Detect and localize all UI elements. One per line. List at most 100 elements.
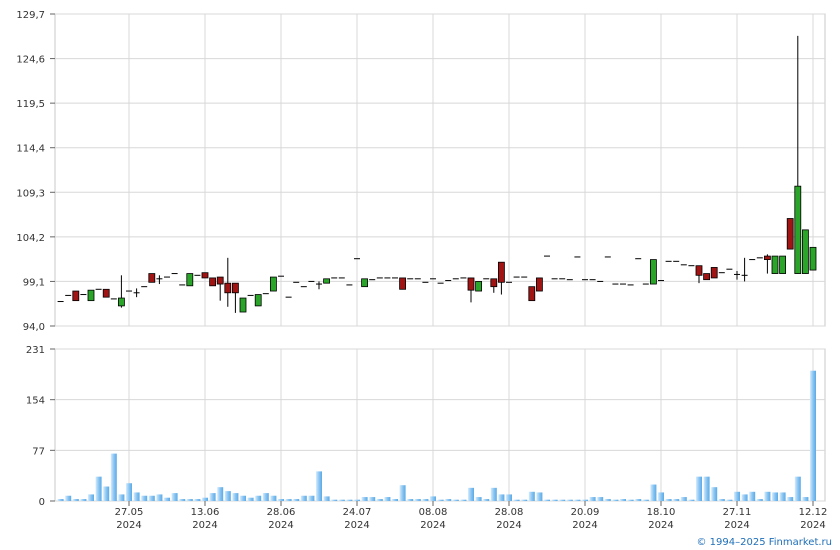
candle-body — [186, 273, 194, 287]
volume-bar — [65, 495, 72, 501]
volume-bar — [680, 497, 687, 501]
y-tick-label: 109,3 — [16, 188, 45, 199]
volume-bar — [642, 499, 649, 501]
volume-bar — [521, 499, 528, 501]
volume-bar — [810, 370, 816, 501]
volume-bar — [209, 493, 216, 501]
candle-body — [528, 286, 536, 302]
volume-bar — [718, 499, 725, 501]
candle-body — [650, 259, 657, 285]
volume-bar — [278, 499, 284, 501]
x-tick-label: 2024 — [800, 520, 825, 531]
plot-layer: 94,0 99,1 104,2 109,3 114,4 119,5 124,6 129,7 0 7… — [16, 10, 827, 531]
volume-bar — [217, 487, 224, 501]
y-tick-label: 104,2 — [16, 233, 45, 244]
volume-bar — [566, 499, 573, 501]
volume-bar — [741, 494, 748, 501]
y-tick-label: 94,0 — [23, 322, 45, 333]
volume-bar — [528, 491, 535, 501]
volume-bar — [414, 499, 421, 501]
volume-bar — [384, 497, 391, 501]
y-tick-label: 114,4 — [16, 144, 45, 155]
volume-bar — [338, 499, 345, 501]
candle-body — [231, 282, 239, 294]
volume-bar — [369, 497, 376, 501]
volume-bar — [604, 499, 611, 501]
candle-body — [536, 277, 543, 292]
volume-bar — [133, 492, 140, 501]
volume-bar — [483, 499, 490, 501]
volume-bar — [559, 499, 566, 501]
y-tick-label: 129,7 — [16, 10, 45, 21]
x-tick-label: 12.12 — [799, 507, 828, 518]
volume-bar — [376, 499, 383, 501]
x-tick-label: 2024 — [572, 520, 597, 531]
volume-bar — [536, 492, 543, 501]
volume-bar — [110, 453, 117, 501]
x-tick-label: 2024 — [116, 520, 141, 531]
volume-bar — [224, 491, 231, 501]
x-tick-label: 08.08 — [419, 507, 448, 518]
candle-body — [467, 277, 475, 291]
x-tick-label: 2024 — [420, 520, 445, 531]
volume-bar — [255, 495, 262, 501]
candle-body — [102, 288, 110, 298]
y-tick-label: 124,6 — [16, 55, 45, 66]
volume-bar — [582, 499, 588, 501]
volume-bar — [126, 483, 132, 501]
volume-bar — [331, 499, 338, 501]
x-tick-label: 24.07 — [343, 507, 372, 518]
volume-bar — [72, 499, 79, 501]
y-tick-label: 154 — [26, 396, 45, 407]
candle-body — [794, 185, 802, 274]
candle-body — [201, 272, 209, 279]
volume-bar — [635, 499, 642, 501]
volume-bar — [597, 497, 604, 501]
volume-bar — [772, 492, 778, 501]
candle-body — [475, 281, 483, 292]
copyright[interactable]: © 1994–2025 Finmarket.ru — [696, 537, 832, 548]
x-tick-label: 20.09 — [571, 507, 600, 518]
y-tick-label: 119,5 — [16, 99, 45, 110]
volume-bar — [506, 494, 512, 501]
volume-bar — [734, 491, 740, 501]
candle-body — [802, 229, 809, 274]
volume-bar — [749, 491, 756, 501]
volume-bar — [80, 499, 87, 501]
volume-bar — [794, 476, 801, 501]
volume-bar — [240, 495, 246, 501]
volume-bar — [574, 499, 581, 501]
volume-bar — [308, 495, 315, 501]
volume-bar — [688, 499, 695, 501]
volume-bar — [513, 499, 520, 501]
x-tick-label: 27.11 — [723, 507, 752, 518]
candle-body — [216, 276, 224, 285]
candle-body — [209, 277, 217, 287]
volume-bar — [148, 495, 155, 501]
volume-bar — [612, 499, 619, 501]
volume-bar — [437, 499, 444, 501]
volume-bar — [392, 499, 398, 501]
x-tick-label: 28.06 — [267, 507, 296, 518]
volume-bar — [445, 499, 452, 501]
volume-bar — [179, 499, 186, 501]
volume-bar — [361, 497, 368, 501]
volume-bar — [756, 499, 763, 501]
volume-bar — [452, 499, 459, 501]
volume-bar — [460, 499, 467, 501]
volume-bar — [293, 499, 300, 501]
volume-bar — [764, 491, 771, 501]
x-tick-label: 2024 — [192, 520, 217, 531]
volume-bar — [802, 497, 809, 501]
candle-body — [779, 255, 786, 274]
volume-bar — [141, 495, 148, 501]
volume-bar — [270, 495, 277, 501]
volume-bar — [262, 493, 269, 501]
volume-bar — [118, 494, 125, 501]
x-tick-label: 2024 — [648, 520, 673, 531]
volume-bar — [589, 497, 596, 501]
volume-bar — [300, 495, 307, 501]
y-tick-label: 99,1 — [23, 277, 45, 288]
volume-bar — [346, 499, 353, 501]
